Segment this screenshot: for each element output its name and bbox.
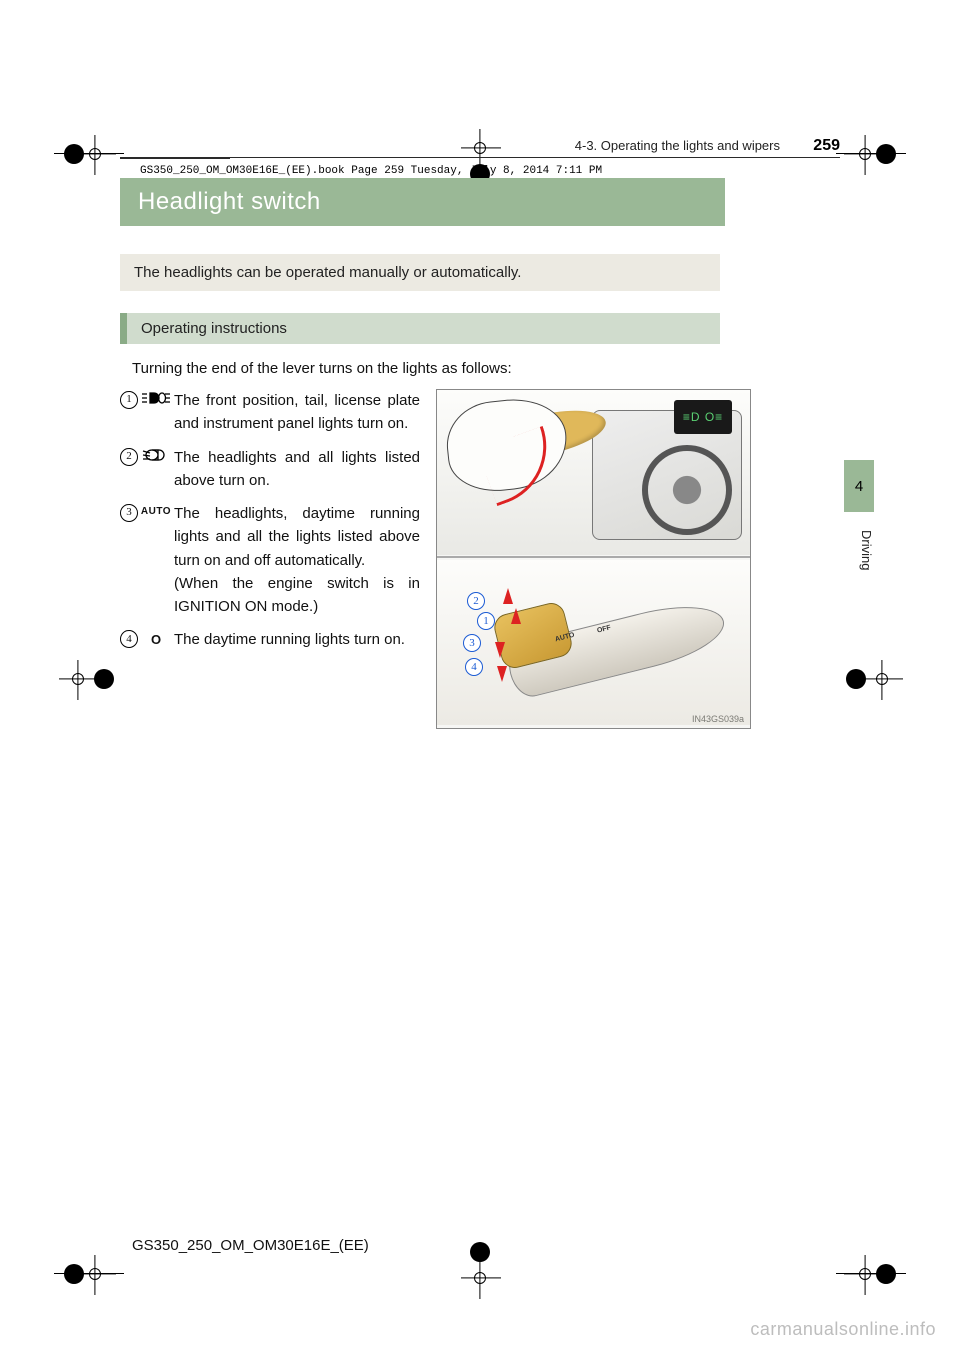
steps-list: 1 The front position, tail, license plat… — [120, 389, 420, 729]
figure-callout: 3 — [463, 634, 481, 652]
step-number: 1 — [120, 391, 138, 409]
step-text-b: (When the engine switch is in IGNITION O… — [174, 575, 420, 615]
watermark-bottom: carmanualsonline.info — [750, 1319, 936, 1340]
step-text-a: The headlights, daytime running lights a… — [174, 505, 420, 569]
footer-code: GS350_250_OM_OM30E16E_(EE) — [132, 1237, 369, 1254]
figure-callout: 2 — [467, 592, 485, 610]
step-text: The headlights and all lights listed abo… — [174, 446, 420, 493]
direction-arrow-icon — [511, 608, 521, 624]
lead-text: Turning the end of the lever turns on th… — [120, 360, 840, 377]
step-item: 3 AUTO The headlights, daytime running l… — [120, 502, 420, 618]
intro-text: The headlights can be operated manually … — [120, 254, 720, 291]
chapter-label: Driving — [844, 530, 874, 570]
step-item: 4 O The daytime running lights turn on. — [120, 628, 420, 651]
step-text: The daytime running lights turn on. — [174, 628, 420, 651]
figure-callout: 4 — [465, 658, 483, 676]
step-number: 3 — [120, 504, 138, 522]
direction-arrow-icon — [503, 588, 513, 604]
step-item: 2 The headlights and all lights listed a… — [120, 446, 420, 493]
section-title: 4-3. Operating the lights and wipers — [575, 138, 780, 153]
page-header: 4-3. Operating the lights and wipers 259 — [120, 130, 840, 158]
drl-icon: O — [138, 630, 174, 650]
figure-callout: 1 — [477, 612, 495, 630]
figure: ≡D O≡ AUTO OFF 2134 IN43GS039a — [436, 389, 751, 729]
headlights-icon — [138, 448, 174, 468]
page-title: Headlight switch — [120, 178, 725, 226]
auto-icon: AUTO — [138, 504, 174, 520]
step-number: 4 — [120, 630, 138, 648]
step-text: The front position, tail, license plate … — [174, 389, 420, 436]
direction-arrow-icon — [497, 666, 507, 682]
direction-arrow-icon — [495, 642, 505, 658]
figure-code: IN43GS039a — [692, 714, 744, 724]
step-number: 2 — [120, 448, 138, 466]
chapter-tab: 4 — [844, 460, 874, 512]
page-number: 259 — [813, 137, 840, 155]
step-text: The headlights, daytime running lights a… — [174, 502, 420, 618]
position-lights-icon — [138, 391, 174, 411]
step-item: 1 The front position, tail, license plat… — [120, 389, 420, 436]
subheading: Operating instructions — [120, 313, 720, 344]
indicator-icon: ≡D O≡ — [674, 400, 732, 434]
